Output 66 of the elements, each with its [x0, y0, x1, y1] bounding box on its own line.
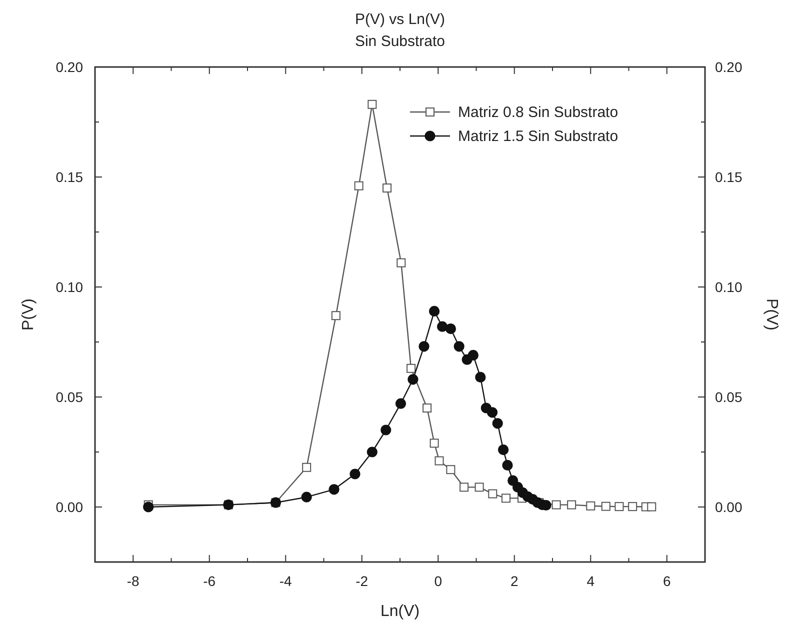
point — [143, 502, 154, 512]
point — [328, 484, 340, 495]
point — [468, 350, 478, 360]
point — [475, 372, 486, 382]
y-tick-label: 0.10 — [56, 279, 84, 295]
point — [492, 418, 503, 429]
point — [445, 324, 456, 334]
x-tick-label: 4 — [586, 573, 595, 589]
point — [552, 500, 561, 510]
y2-tick-label: 0.10 — [715, 279, 742, 295]
point — [586, 501, 596, 510]
point — [429, 306, 440, 316]
y-tick-label: 0.20 — [56, 59, 84, 75]
point — [418, 341, 430, 352]
point — [301, 492, 312, 502]
point — [350, 468, 360, 480]
chart-title: P(V) vs Ln(V) — [354, 11, 446, 28]
y-tick-label: 0.05 — [56, 389, 84, 405]
legend-label: Matriz 0.8 Sin Substrato — [458, 104, 618, 121]
x-tick-label: 0 — [434, 573, 442, 589]
point — [454, 341, 464, 352]
point — [406, 364, 416, 373]
point — [422, 404, 432, 412]
point — [302, 462, 312, 472]
point — [614, 502, 624, 512]
y2-axis-title: P(V) — [763, 298, 780, 330]
point — [486, 407, 498, 418]
x-tick-label: 6 — [662, 573, 671, 589]
point — [331, 311, 340, 320]
point — [474, 482, 484, 492]
y-tick-label: 0.00 — [56, 499, 84, 515]
point — [382, 184, 392, 192]
x-axis-title: Ln(V) — [380, 603, 420, 620]
point — [501, 494, 510, 503]
point — [366, 446, 378, 458]
x-tick-label: 2 — [510, 573, 518, 589]
chart-subtitle: Sin Substrato — [354, 33, 446, 50]
legend-label: Matriz 1.5 Sin Substrato — [458, 128, 618, 145]
point — [647, 502, 656, 512]
point — [408, 374, 418, 385]
point — [488, 489, 498, 498]
point — [354, 181, 364, 190]
x-tick-label: -8 — [126, 573, 140, 589]
x-tick-label: -2 — [356, 573, 368, 589]
point — [434, 456, 444, 466]
point — [368, 100, 377, 109]
y2-tick-label: 0.15 — [715, 169, 742, 185]
point — [502, 460, 513, 470]
point — [460, 482, 469, 492]
x-tick-label: -4 — [279, 573, 292, 589]
point — [380, 424, 392, 436]
point — [601, 502, 610, 511]
point — [446, 465, 456, 474]
point — [567, 500, 576, 510]
y2-tick-label: 0.00 — [715, 499, 742, 515]
y-tick-label: 0.15 — [56, 169, 84, 185]
point — [437, 321, 448, 332]
y2-tick-label: 0.05 — [715, 389, 742, 405]
y2-tick-label: 0.20 — [715, 59, 742, 75]
point — [430, 438, 439, 448]
x-tick-label: -6 — [203, 573, 216, 589]
y-axis-title: P(V) — [20, 298, 37, 330]
point — [498, 444, 509, 456]
point — [396, 258, 406, 268]
point — [628, 502, 638, 512]
point — [395, 398, 406, 409]
